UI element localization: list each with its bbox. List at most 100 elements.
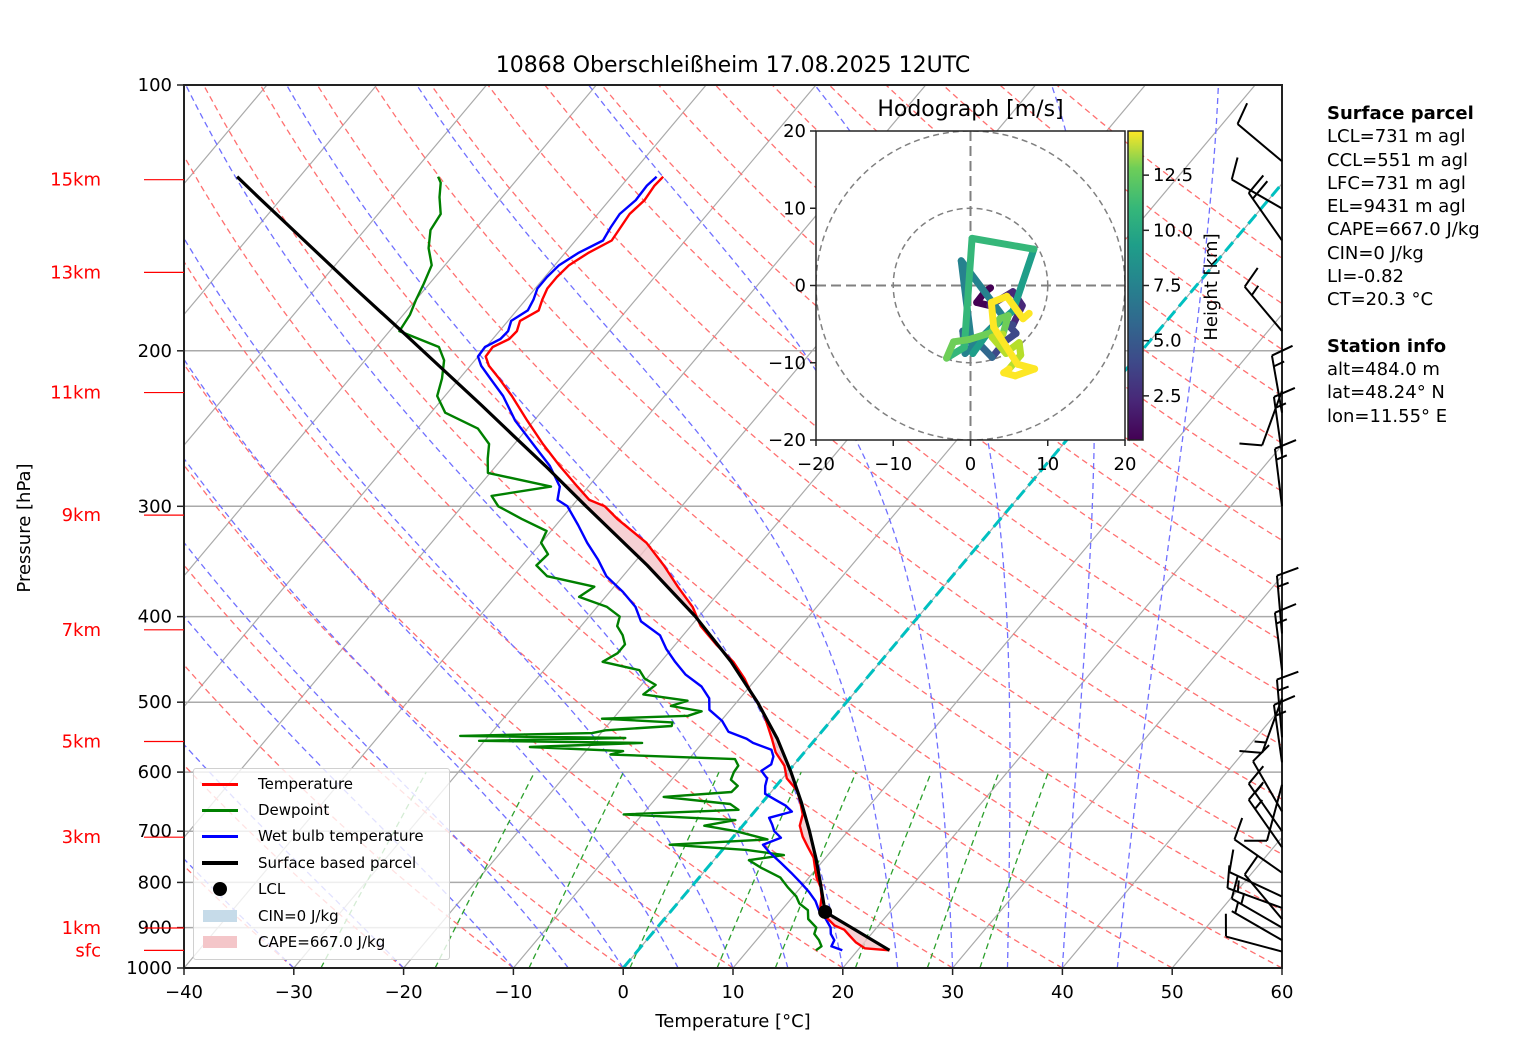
mixing-ratio-line: [528, 771, 625, 968]
barb-staff: [1231, 897, 1283, 929]
ccl-value: CCL=551 m agl: [1327, 149, 1469, 171]
x-tick-label: −30: [275, 982, 313, 1003]
dry-adiabat-line: [184, 154, 1063, 968]
y-axis-label: Pressure [hPa]: [14, 463, 35, 592]
moist-adiabat-line: [184, 541, 569, 968]
hodograph-segment: [965, 329, 995, 344]
barb-feather: [1276, 670, 1299, 681]
wind-barb: [1233, 817, 1283, 874]
height-label: 11km: [50, 383, 101, 404]
profile-lines: [235, 175, 891, 952]
height-label: 13km: [50, 262, 101, 283]
x-tick-label: −40: [165, 982, 203, 1003]
barb-feather: [1276, 566, 1299, 577]
legend-swatch-wetbulb: [202, 834, 238, 838]
barb-staff: [1275, 679, 1283, 738]
y-tick-label: 100: [138, 75, 172, 96]
colorbar-tick-label: 12.5: [1153, 165, 1193, 186]
hodograph-segment: [968, 234, 1038, 253]
legend-swatch-lcl: [213, 882, 227, 896]
barb-staff: [1273, 448, 1283, 507]
barb-feather: [1230, 876, 1239, 899]
legend-swatch-parcel: [202, 861, 238, 865]
hodograph-segment: [988, 333, 1010, 357]
legend-item-wetbulb: Wet bulb temperature: [194, 823, 424, 849]
barb-feather: [1236, 102, 1249, 125]
barb-half-feather: [1250, 285, 1260, 296]
barb-staff: [1236, 123, 1283, 163]
y-tick-label: 500: [138, 692, 172, 713]
height-label: sfc: [75, 940, 101, 961]
hodograph-x-tick-label: 10: [1036, 454, 1059, 475]
legend-item-temperature: Temperature: [194, 771, 353, 797]
moist-adiabat-line: [416, 85, 899, 968]
lfc-value: LFC=731 m agl: [1327, 172, 1466, 194]
station-latitude: lat=48.24° N: [1327, 382, 1445, 404]
barb-staff: [1247, 799, 1283, 848]
legend-swatch-dewpoint: [202, 808, 238, 812]
station-info-heading: Station info: [1327, 335, 1447, 357]
barb-feather: [1274, 439, 1297, 450]
dry-adiabat-line: [184, 464, 734, 968]
barb-feather: [1251, 180, 1269, 200]
barb-feather: [1239, 442, 1263, 447]
lcl-value: LCL=731 m agl: [1327, 126, 1466, 148]
mixing-ratio-line: [926, 771, 1000, 968]
dry-adiabat-line: [430, 85, 1282, 800]
wind-barb: [1275, 566, 1299, 634]
y-tick-label: 200: [138, 341, 172, 362]
height-label: 3km: [62, 827, 101, 848]
legend-item-parcel: Surface based parcel: [194, 850, 416, 876]
hodograph-segment: [1009, 245, 1038, 315]
hodograph-x-tick-label: −20: [797, 454, 835, 475]
legend-item-lcl: LCL: [194, 876, 285, 902]
x-tick-label: 0: [617, 982, 628, 1003]
legend-swatch-cin: [203, 910, 237, 922]
wind-barb: [1247, 174, 1283, 242]
barb-staff: [1243, 286, 1283, 332]
x-tick-label: 30: [941, 982, 964, 1003]
x-tick-label: −10: [494, 982, 532, 1003]
barb-feather: [1233, 817, 1244, 840]
barb-half-feather: [1275, 454, 1288, 461]
hodograph: Hodograph [m/s] −20 −10 0 10 20 20 10 0 −10 −20 2.5…: [768, 97, 1222, 475]
dry-adiabat-line: [259, 85, 1282, 968]
hodograph-y-tick-label: 10: [783, 198, 806, 219]
isotherm-line: [842, 444, 1282, 968]
barb-staff: [1275, 575, 1283, 634]
wind-barb: [1239, 697, 1283, 754]
legend-swatch-temperature: [202, 782, 238, 786]
colorbar-tick-label: 2.5: [1153, 386, 1182, 407]
chart-legend: Temperature Dewpoint Wet bulb temperatur…: [193, 768, 450, 960]
mixing-ratio-line: [434, 771, 536, 968]
barb-staff: [1270, 355, 1283, 413]
y-tick-label: 400: [138, 607, 172, 628]
mixing-ratio-line: [774, 771, 857, 968]
el-value: EL=9431 m agl: [1327, 196, 1466, 218]
legend-label: Dewpoint: [258, 801, 330, 819]
hodograph-segment: [990, 323, 1022, 368]
surface-parcel-heading: Surface parcel: [1327, 103, 1474, 124]
barb-staff: [1261, 697, 1283, 754]
legend-label: Wet bulb temperature: [258, 827, 424, 845]
barb-feather: [1239, 749, 1263, 754]
hodograph-y-tick-label: −20: [768, 430, 806, 451]
x-tick-label: 40: [1051, 982, 1074, 1003]
isotherm-line: [184, 85, 597, 577]
hodograph-y-tick-label: −10: [768, 353, 806, 374]
x-tick-label: 60: [1271, 982, 1294, 1003]
wind-barb: [1230, 157, 1283, 210]
legend-item-cin: CIN=0 J/kg: [194, 903, 339, 929]
legend-label: LCL: [258, 880, 286, 898]
barb-half-feather: [1254, 740, 1267, 744]
hodograph-y-tick-label: 0: [795, 276, 806, 297]
barb-staff: [1227, 887, 1283, 909]
colorbar-tick-label: 10.0: [1153, 220, 1193, 241]
barb-staff: [1233, 838, 1283, 874]
ct-value: CT=20.3 °C: [1327, 289, 1434, 311]
hodograph-segment: [987, 298, 998, 331]
isotherm-line: [951, 574, 1282, 968]
barb-staff: [1247, 783, 1283, 832]
barb-half-feather: [1273, 360, 1285, 368]
legend-label: Temperature: [258, 775, 354, 793]
